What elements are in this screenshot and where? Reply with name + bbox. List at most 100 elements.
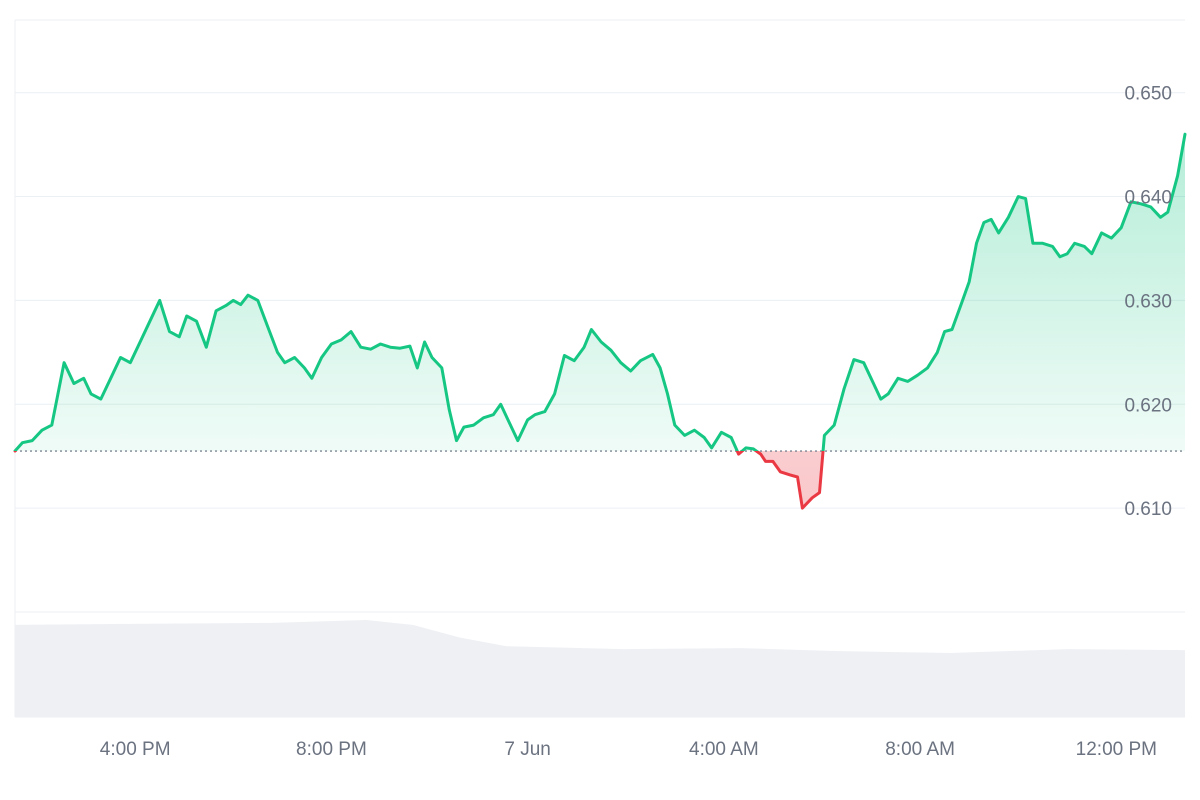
x-tick-label-2: 7 Jun — [504, 739, 550, 760]
price-point-38 — [370, 348, 372, 350]
price-point-93 — [843, 388, 845, 390]
price-point-5 — [63, 362, 65, 364]
price-point-0 — [14, 450, 16, 452]
price-point-103 — [936, 351, 938, 353]
price-point-8 — [90, 393, 92, 395]
price-point-117 — [1051, 245, 1053, 247]
price-point-98 — [887, 393, 889, 395]
price-point-94 — [853, 358, 855, 360]
price-point-110 — [990, 218, 992, 220]
x-tick-label-4: 8:00 AM — [885, 739, 955, 760]
price-point-13 — [139, 341, 141, 343]
price-point-96 — [872, 382, 874, 384]
price-point-120 — [1073, 242, 1075, 244]
price-point-123 — [1100, 232, 1102, 234]
price-point-12 — [129, 362, 131, 364]
price-point-25 — [247, 294, 249, 296]
price-point-104 — [943, 330, 945, 332]
price-point-30 — [293, 356, 295, 358]
price-point-11 — [119, 356, 121, 358]
price-point-39 — [379, 343, 381, 345]
price-point-35 — [340, 339, 342, 341]
volume-area — [15, 620, 1185, 717]
price-point-76 — [710, 447, 712, 449]
price-point-21 — [215, 310, 217, 312]
price-point-17 — [178, 336, 180, 338]
price-point-97 — [880, 398, 882, 400]
price-point-4 — [51, 424, 53, 426]
y-tick-label-0: 0.610 — [1124, 499, 1172, 520]
price-line[interactable] — [13, 132, 1187, 510]
price-point-89 — [811, 497, 813, 499]
price-point-83 — [764, 460, 766, 462]
x-tick-label-3: 4:00 AM — [689, 739, 759, 760]
price-point-64 — [600, 341, 602, 343]
price-point-124 — [1110, 237, 1112, 239]
price-point-32 — [311, 377, 313, 379]
price-point-44 — [423, 341, 425, 343]
price-point-50 — [473, 424, 475, 426]
price-point-86 — [789, 474, 791, 476]
price-point-114 — [1024, 197, 1026, 199]
price-point-73 — [683, 434, 685, 436]
price-point-46 — [441, 367, 443, 369]
price-point-22 — [225, 304, 227, 306]
price-point-90 — [818, 491, 820, 493]
price-point-3 — [41, 429, 43, 431]
price-point-130 — [1167, 211, 1169, 213]
price-point-75 — [703, 436, 705, 438]
price-line-up[interactable] — [13, 132, 1187, 508]
price-point-42 — [409, 345, 411, 347]
price-point-85 — [779, 471, 781, 473]
price-point-2 — [31, 439, 33, 441]
price-point-20 — [205, 346, 207, 348]
price-point-66 — [620, 362, 622, 364]
price-point-109 — [983, 221, 985, 223]
x-tick-label-0: 4:00 PM — [100, 739, 171, 760]
y-axis-ticks: 0.610 0.620 0.630 0.640 0.650 — [1124, 84, 1172, 520]
price-point-91 — [823, 434, 825, 436]
price-point-45 — [431, 356, 433, 358]
price-point-101 — [916, 374, 918, 376]
price-point-43 — [416, 367, 418, 369]
price-point-111 — [997, 232, 999, 234]
price-point-7 — [83, 377, 85, 379]
price-point-81 — [752, 448, 754, 450]
price-point-72 — [674, 424, 676, 426]
price-point-78 — [730, 436, 732, 438]
price-point-36 — [350, 330, 352, 332]
price-point-59 — [553, 393, 555, 395]
price-point-1 — [21, 442, 23, 444]
price-point-18 — [186, 315, 188, 317]
price-point-116 — [1042, 242, 1044, 244]
price-point-113 — [1017, 195, 1019, 197]
price-point-108 — [975, 242, 977, 244]
price-point-60 — [563, 354, 565, 356]
price-point-88 — [801, 507, 803, 509]
price-point-54 — [507, 419, 509, 421]
price-point-55 — [517, 439, 519, 441]
price-point-28 — [276, 351, 278, 353]
price-point-41 — [399, 347, 401, 349]
price-point-68 — [639, 360, 641, 362]
price-point-84 — [772, 460, 774, 462]
price-point-23 — [232, 299, 234, 301]
price-point-51 — [482, 417, 484, 419]
price-point-100 — [907, 380, 909, 382]
price-point-14 — [149, 320, 151, 322]
x-axis-ticks: 4:00 PM 8:00 PM 7 Jun 4:00 AM 8:00 AM 12:00 P… — [100, 739, 1157, 760]
price-point-92 — [833, 424, 835, 426]
price-point-29 — [284, 362, 286, 364]
y-tick-label-2: 0.630 — [1124, 291, 1172, 312]
price-point-31 — [303, 367, 305, 369]
price-point-37 — [360, 346, 362, 348]
price-point-48 — [455, 439, 457, 441]
y-tick-label-1: 0.620 — [1124, 395, 1172, 416]
price-point-69 — [652, 353, 654, 355]
price-point-67 — [630, 370, 632, 372]
price-point-9 — [100, 398, 102, 400]
price-point-58 — [544, 410, 546, 412]
price-point-26 — [257, 299, 259, 301]
